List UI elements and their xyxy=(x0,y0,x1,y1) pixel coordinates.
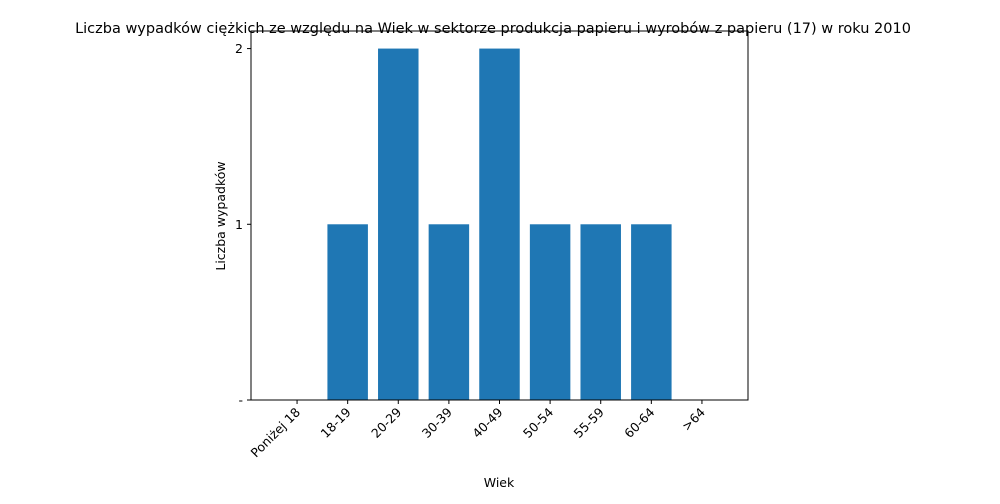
y-tick-label-1: 1 xyxy=(235,217,243,232)
x-tick-label-2: 20-29 xyxy=(368,404,404,440)
bar-7 xyxy=(631,224,672,400)
chart-title: Liczba wypadków ciężkich ze względu na W… xyxy=(75,21,911,37)
bar-3 xyxy=(428,224,470,400)
x-tick-label-7: 60-64 xyxy=(621,404,657,440)
bar-1 xyxy=(327,224,368,400)
x-tick-label-1: 18-19 xyxy=(317,404,353,440)
x-tick-label-6: 55-59 xyxy=(571,404,607,440)
y-axis-label: Liczba wypadków xyxy=(213,161,228,270)
y-tick-label-2: 2 xyxy=(235,41,243,56)
x-tick-label-8: >64 xyxy=(679,404,708,433)
x-tick-label-5: 50-54 xyxy=(520,404,556,440)
bar-5 xyxy=(529,224,571,400)
x-axis-label: Wiek xyxy=(484,475,515,490)
y-tick-label-0: - xyxy=(238,393,243,408)
plot-area: Poniżej 18 18-19 20-29 30-39 40-49 50-54 55-59… xyxy=(235,30,749,460)
x-tick-label-3: 30-39 xyxy=(419,404,455,440)
x-tick-label-4: 40-49 xyxy=(469,404,505,440)
x-tick-label-0: Poniżej 18 xyxy=(247,404,303,460)
bar-4 xyxy=(479,48,520,400)
bar-6 xyxy=(580,224,621,400)
bar-2 xyxy=(378,48,419,400)
